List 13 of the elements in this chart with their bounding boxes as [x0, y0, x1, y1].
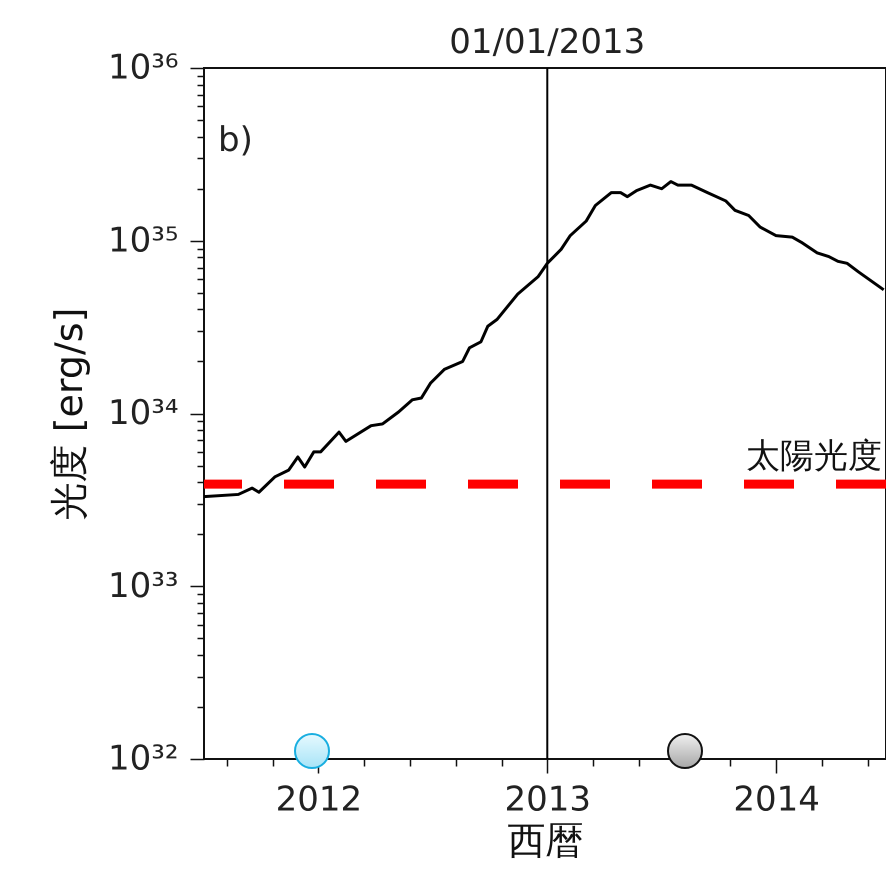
- x-tick-label: 2013: [504, 780, 592, 820]
- annotation: b): [218, 120, 253, 160]
- ref-line-label: 太陽光度: [746, 436, 882, 476]
- y-axis-title: 光度 [erg/s]: [46, 308, 91, 520]
- y-tick-label: 10³⁴: [108, 393, 178, 433]
- y-tick-label: 10³⁵: [108, 220, 178, 260]
- y-tick-label: 10³⁶: [108, 48, 178, 88]
- ref-line-label: 01/01/2013: [449, 22, 646, 62]
- x-axis-title: 西暦: [508, 818, 584, 862]
- y-tick-label: 10³³: [108, 566, 178, 606]
- y-tick-label: 10³²: [108, 738, 178, 778]
- x-tick-label: 2012: [276, 780, 362, 820]
- x-tick-label: 2014: [733, 780, 820, 820]
